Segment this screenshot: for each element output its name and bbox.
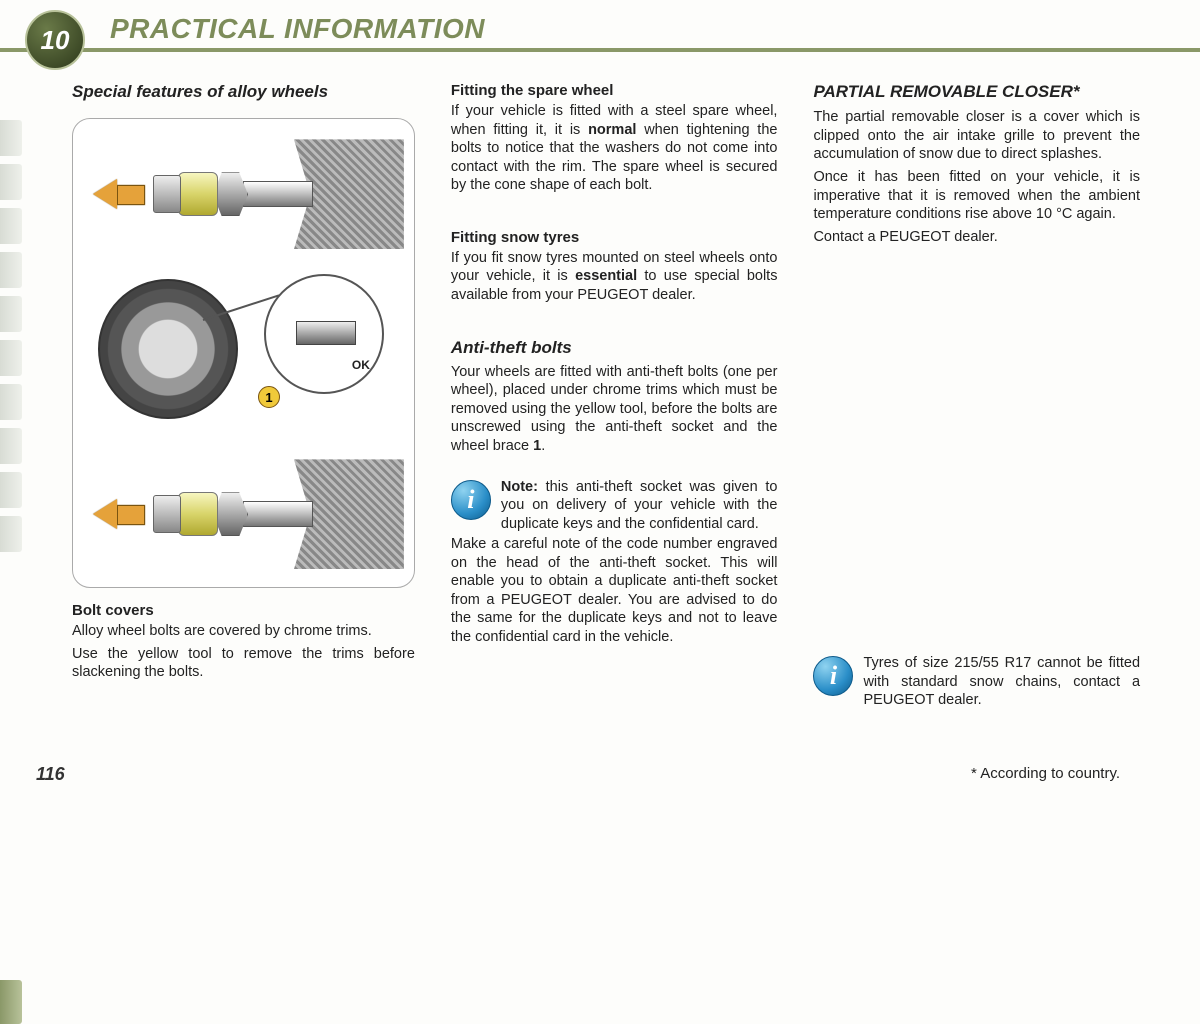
footnote: * According to country.	[971, 765, 1120, 782]
heading-fitting-snow: Fitting snow tyres	[451, 229, 778, 246]
paragraph: Use the yellow tool to remove the trims …	[72, 645, 415, 682]
page-number: 116	[36, 764, 65, 785]
note-text: Note: this anti-theft socket was given t…	[501, 478, 778, 534]
heading-special-features: Special features of alloy wheels	[72, 82, 415, 102]
bolt-head	[213, 172, 248, 216]
paragraph: Alloy wheel bolts are covered by chrome …	[72, 622, 415, 641]
chrome-trim	[153, 175, 181, 213]
yellow-tool-cap	[178, 492, 218, 536]
heading-bolt-covers: Bolt covers	[72, 602, 415, 619]
bold-text: 1	[533, 438, 541, 454]
info-note: i Note: this anti-theft socket was given…	[451, 478, 778, 534]
text: Your wheels are fitted with anti-theft b…	[451, 364, 778, 454]
alloy-wheel-diagram: OK 1	[72, 118, 415, 588]
chapter-title: PRACTICAL INFORMATION	[110, 13, 485, 45]
side-tab	[0, 472, 22, 508]
diagram-row-1	[83, 129, 404, 259]
note-text: Tyres of size 215/55 R17 cannot be fitte…	[863, 654, 1140, 710]
bottom-note: i Tyres of size 215/55 R17 cannot be fit…	[813, 654, 1140, 710]
callout-badge-1: 1	[258, 386, 280, 408]
paragraph: Contact a PEUGEOT dealer.	[813, 228, 1140, 247]
side-tab	[0, 120, 22, 156]
mini-bolt	[296, 321, 356, 345]
heading-partial-closer: PARTIAL REMOVABLE CLOSER*	[813, 82, 1140, 102]
heading-anti-theft: Anti-theft bolts	[451, 338, 778, 358]
side-tab	[0, 252, 22, 288]
text: this anti-theft socket was given to you …	[501, 479, 778, 532]
column-middle: Fitting the spare wheel If your vehicle …	[451, 82, 778, 750]
paragraph: Your wheels are fitted with anti-theft b…	[451, 363, 778, 456]
chrome-trim	[153, 495, 181, 533]
ok-label: OK	[352, 358, 370, 372]
bolt-shaft	[243, 501, 313, 527]
bolt-shaft	[243, 181, 313, 207]
paragraph: Once it has been fitted on your vehicle,…	[813, 168, 1140, 224]
arrow-left-icon	[93, 179, 117, 209]
wheel-illustration	[98, 279, 238, 419]
chapter-badge: 10	[25, 10, 85, 70]
side-tab	[0, 340, 22, 376]
arrow-left-icon	[93, 499, 117, 529]
side-tab	[0, 384, 22, 420]
info-icon: i	[813, 656, 853, 696]
paragraph: If you fit snow tyres mounted on steel w…	[451, 249, 778, 305]
content-area: Special features of alloy wheels OK 1	[72, 82, 1140, 750]
note-bold: Note:	[501, 479, 538, 495]
column-right: PARTIAL REMOVABLE CLOSER* The partial re…	[813, 82, 1140, 750]
side-tab	[0, 164, 22, 200]
bolt-head	[213, 492, 248, 536]
column-left: Special features of alloy wheels OK 1	[72, 82, 415, 750]
heading-fitting-spare: Fitting the spare wheel	[451, 82, 778, 99]
paragraph: The partial removable closer is a cover …	[813, 108, 1140, 164]
yellow-tool-cap	[178, 172, 218, 216]
side-tab	[0, 516, 22, 552]
info-icon: i	[451, 480, 491, 520]
bold-text: essential	[575, 268, 637, 284]
side-tab	[0, 428, 22, 464]
zoom-callout: OK	[264, 274, 384, 394]
header-rule	[0, 48, 1200, 52]
side-tab	[0, 296, 22, 332]
side-tabs	[0, 120, 22, 1024]
paragraph: Make a careful note of the code number e…	[451, 535, 778, 646]
bold-text: normal	[588, 122, 636, 138]
info-note: i Tyres of size 215/55 R17 cannot be fit…	[813, 654, 1140, 710]
side-tab	[0, 208, 22, 244]
chapter-number: 10	[41, 25, 70, 56]
side-tab-active	[0, 980, 22, 1024]
text: .	[541, 438, 545, 454]
diagram-row-3	[83, 449, 404, 579]
diagram-row-2: OK 1	[83, 274, 404, 434]
paragraph: If your vehicle is fitted with a steel s…	[451, 102, 778, 195]
